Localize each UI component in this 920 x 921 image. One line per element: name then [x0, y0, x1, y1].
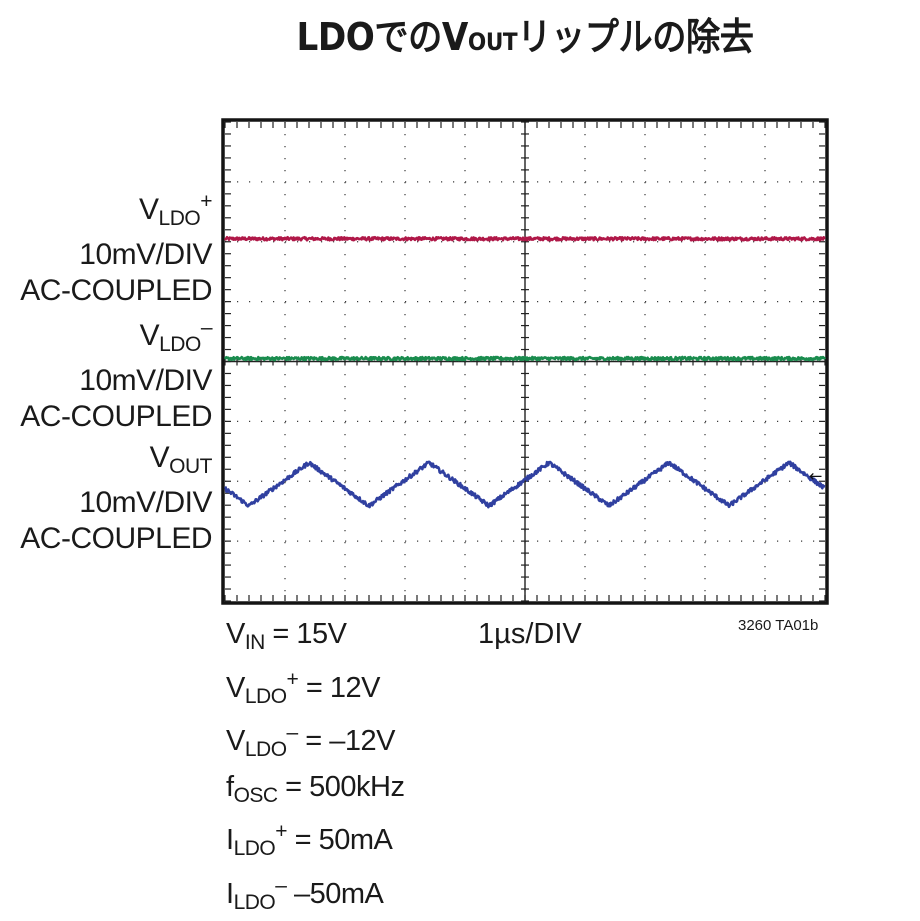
channel-label-vout: VOUT 10mV/DIV AC-COUPLED	[20, 432, 212, 557]
time-per-division: 1µs/DIV	[478, 616, 582, 652]
condition-ildo-minus: ILDO– –50mA	[226, 868, 404, 921]
condition-vldo-plus: VLDO+ = 12V	[226, 662, 404, 716]
channel-label-vldo-minus: VLDO– 10mV/DIV AC-COUPLED	[20, 310, 212, 435]
oscilloscope-screen: ←	[221, 118, 830, 605]
condition-fosc: fOSC = 500kHz	[226, 769, 404, 815]
figure-code: 3260 TA01b	[738, 617, 818, 635]
condition-vldo-minus: VLDO– = –12V	[226, 715, 404, 769]
trace-marker: ←	[809, 466, 822, 485]
chart-title: LDOでのVOUTリップルの除去	[53, 6, 920, 61]
condition-vin: VIN = 15V	[226, 616, 404, 662]
trace-vldo-	[225, 357, 825, 360]
condition-ildo-plus: ILDO+ = 50mA	[226, 814, 404, 868]
channel-label-vldo-plus: VLDO+ 10mV/DIV AC-COUPLED	[20, 184, 212, 309]
trace-vldo-	[225, 237, 825, 240]
test-conditions: VIN = 15V VLDO+ = 12V VLDO– = –12V fOSC …	[226, 616, 404, 921]
